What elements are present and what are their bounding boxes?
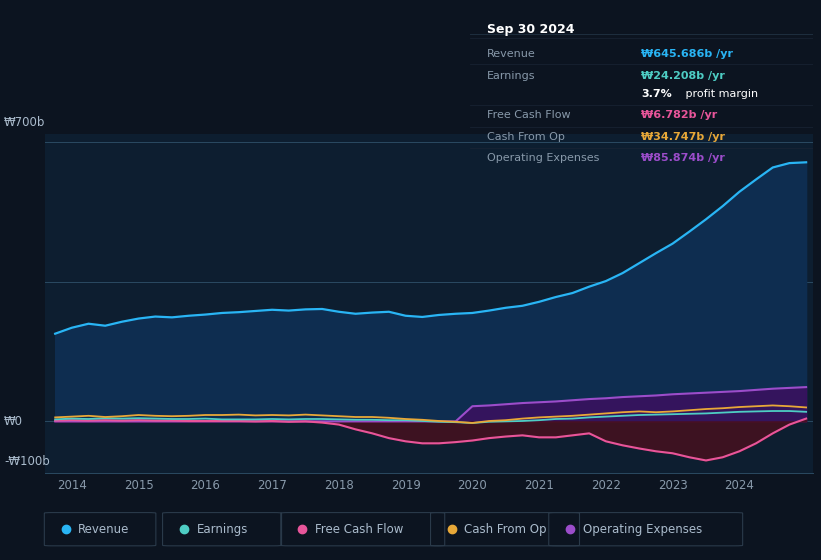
Text: Earnings: Earnings bbox=[487, 71, 535, 81]
Text: ₩34.747b /yr: ₩34.747b /yr bbox=[641, 132, 725, 142]
Text: ₩700b: ₩700b bbox=[4, 116, 45, 129]
Text: Free Cash Flow: Free Cash Flow bbox=[487, 110, 571, 120]
Text: profit margin: profit margin bbox=[682, 89, 759, 99]
Text: ₩24.208b /yr: ₩24.208b /yr bbox=[641, 71, 725, 81]
Text: ₩6.782b /yr: ₩6.782b /yr bbox=[641, 110, 718, 120]
Text: ₩85.874b /yr: ₩85.874b /yr bbox=[641, 153, 725, 163]
Text: Sep 30 2024: Sep 30 2024 bbox=[487, 23, 574, 36]
Text: Earnings: Earnings bbox=[196, 522, 248, 536]
Text: Operating Expenses: Operating Expenses bbox=[487, 153, 599, 163]
Text: Free Cash Flow: Free Cash Flow bbox=[314, 522, 403, 536]
Text: Revenue: Revenue bbox=[487, 49, 535, 59]
Text: Cash From Op: Cash From Op bbox=[487, 132, 565, 142]
Text: ₩645.686b /yr: ₩645.686b /yr bbox=[641, 49, 733, 59]
Text: 3.7%: 3.7% bbox=[641, 89, 672, 99]
Text: -₩100b: -₩100b bbox=[4, 455, 50, 468]
Text: Cash From Op: Cash From Op bbox=[465, 522, 547, 536]
Text: ₩0: ₩0 bbox=[4, 415, 23, 428]
Text: Revenue: Revenue bbox=[78, 522, 130, 536]
Text: Operating Expenses: Operating Expenses bbox=[583, 522, 702, 536]
